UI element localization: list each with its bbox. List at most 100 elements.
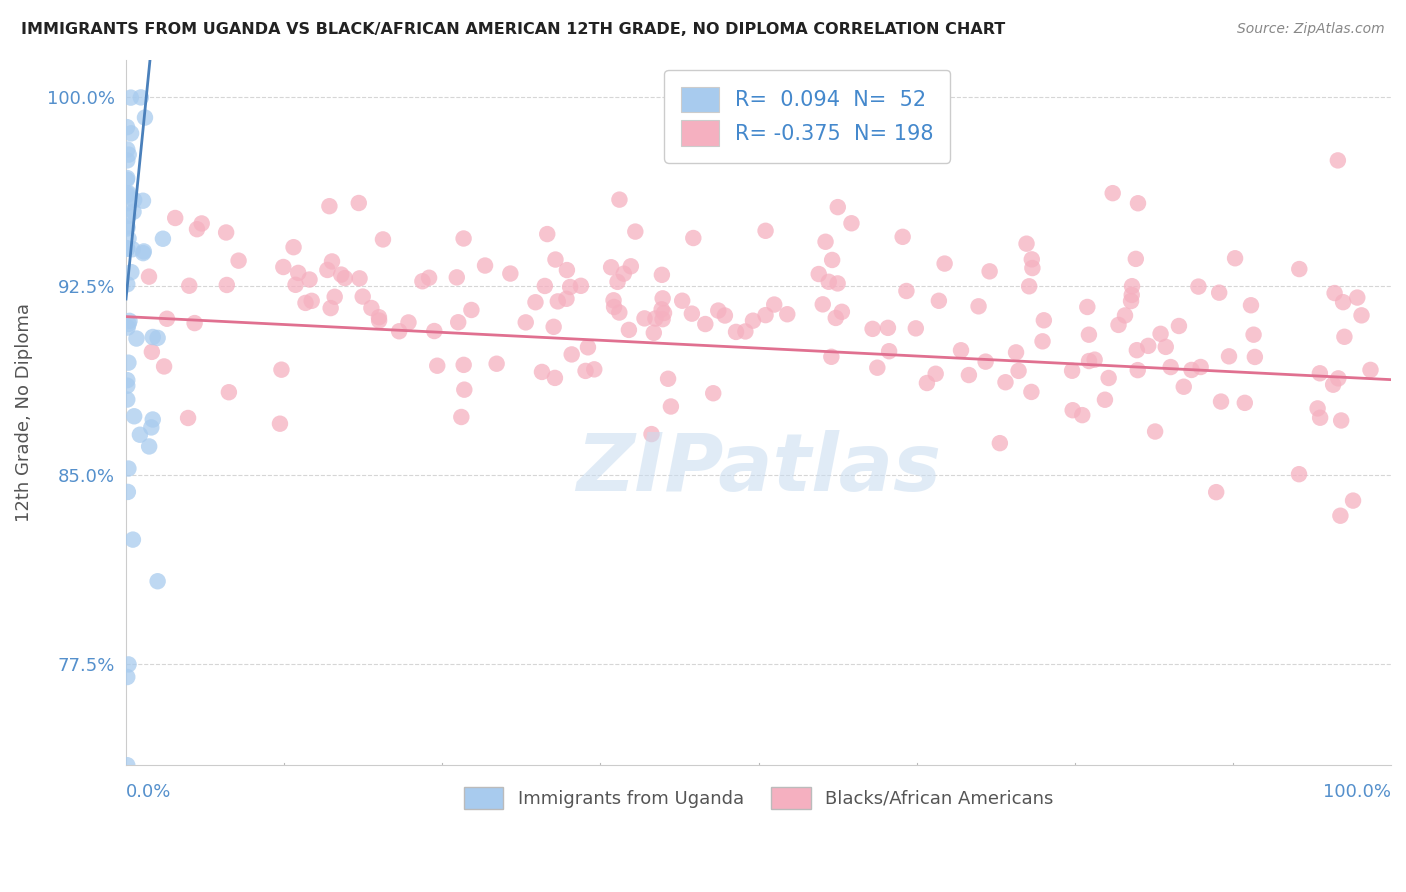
Point	[1078, 354, 1101, 368]
Point	[924, 367, 946, 381]
Point	[453, 358, 475, 372]
Point	[640, 427, 662, 442]
Point	[319, 301, 342, 315]
Point	[132, 194, 155, 208]
Point	[453, 383, 475, 397]
Point	[603, 300, 626, 314]
Point	[287, 266, 309, 280]
Point	[117, 221, 139, 235]
Text: ZIPatlas: ZIPatlas	[576, 430, 941, 508]
Point	[333, 271, 356, 285]
Point	[447, 315, 470, 329]
Point	[1360, 363, 1382, 377]
Point	[156, 311, 179, 326]
Point	[177, 411, 200, 425]
Point	[1005, 345, 1028, 359]
Point	[132, 244, 155, 259]
Point	[298, 272, 321, 286]
Point	[1288, 467, 1310, 482]
Point	[624, 225, 647, 239]
Point	[533, 279, 555, 293]
Text: Source: ZipAtlas.com: Source: ZipAtlas.com	[1237, 22, 1385, 37]
Point	[651, 302, 673, 317]
Point	[724, 325, 747, 339]
Point	[215, 226, 238, 240]
Point	[450, 409, 472, 424]
Point	[426, 359, 449, 373]
Point	[117, 153, 139, 168]
Point	[827, 200, 849, 214]
Point	[811, 297, 834, 311]
Point	[284, 277, 307, 292]
Point	[1223, 252, 1246, 266]
Legend: Immigrants from Uganda, Blacks/African Americans: Immigrants from Uganda, Blacks/African A…	[457, 780, 1060, 816]
Point	[218, 385, 240, 400]
Point	[411, 274, 433, 288]
Text: 0.0%: 0.0%	[127, 783, 172, 801]
Point	[330, 268, 353, 282]
Point	[352, 289, 374, 303]
Point	[877, 321, 900, 335]
Point	[117, 670, 139, 684]
Point	[1114, 309, 1136, 323]
Point	[141, 344, 163, 359]
Point	[117, 171, 139, 186]
Point	[524, 295, 547, 310]
Point	[904, 321, 927, 335]
Point	[659, 400, 682, 414]
Point	[1126, 343, 1149, 358]
Point	[651, 291, 673, 305]
Point	[633, 311, 655, 326]
Point	[988, 436, 1011, 450]
Point	[138, 440, 160, 454]
Point	[453, 231, 475, 245]
Point	[1094, 392, 1116, 407]
Point	[117, 143, 139, 157]
Point	[606, 275, 628, 289]
Point	[583, 362, 606, 376]
Point	[1119, 294, 1142, 309]
Point	[117, 373, 139, 387]
Point	[1168, 318, 1191, 333]
Point	[644, 311, 666, 326]
Point	[323, 290, 346, 304]
Point	[555, 292, 578, 306]
Point	[547, 294, 569, 309]
Point	[609, 193, 631, 207]
Point	[1144, 425, 1167, 439]
Point	[1306, 401, 1329, 416]
Point	[974, 354, 997, 368]
Point	[118, 147, 141, 161]
Point	[122, 533, 145, 547]
Point	[896, 284, 918, 298]
Point	[368, 310, 391, 325]
Point	[371, 232, 394, 246]
Point	[576, 340, 599, 354]
Point	[561, 347, 583, 361]
Point	[388, 324, 411, 338]
Point	[652, 306, 675, 320]
Point	[146, 331, 169, 345]
Point	[682, 231, 704, 245]
Point	[841, 216, 863, 230]
Point	[1007, 364, 1029, 378]
Point	[602, 293, 624, 308]
Point	[1323, 286, 1346, 301]
Point	[1331, 295, 1354, 310]
Point	[1346, 291, 1368, 305]
Point	[283, 240, 305, 254]
Point	[120, 90, 142, 104]
Point	[949, 343, 972, 358]
Point	[115, 241, 138, 255]
Point	[134, 111, 156, 125]
Point	[1209, 394, 1232, 409]
Point	[536, 227, 558, 241]
Point	[979, 264, 1001, 278]
Point	[1180, 363, 1202, 377]
Point	[707, 303, 730, 318]
Point	[215, 277, 238, 292]
Point	[1126, 363, 1149, 377]
Point	[1121, 288, 1143, 302]
Point	[1173, 380, 1195, 394]
Point	[934, 256, 956, 270]
